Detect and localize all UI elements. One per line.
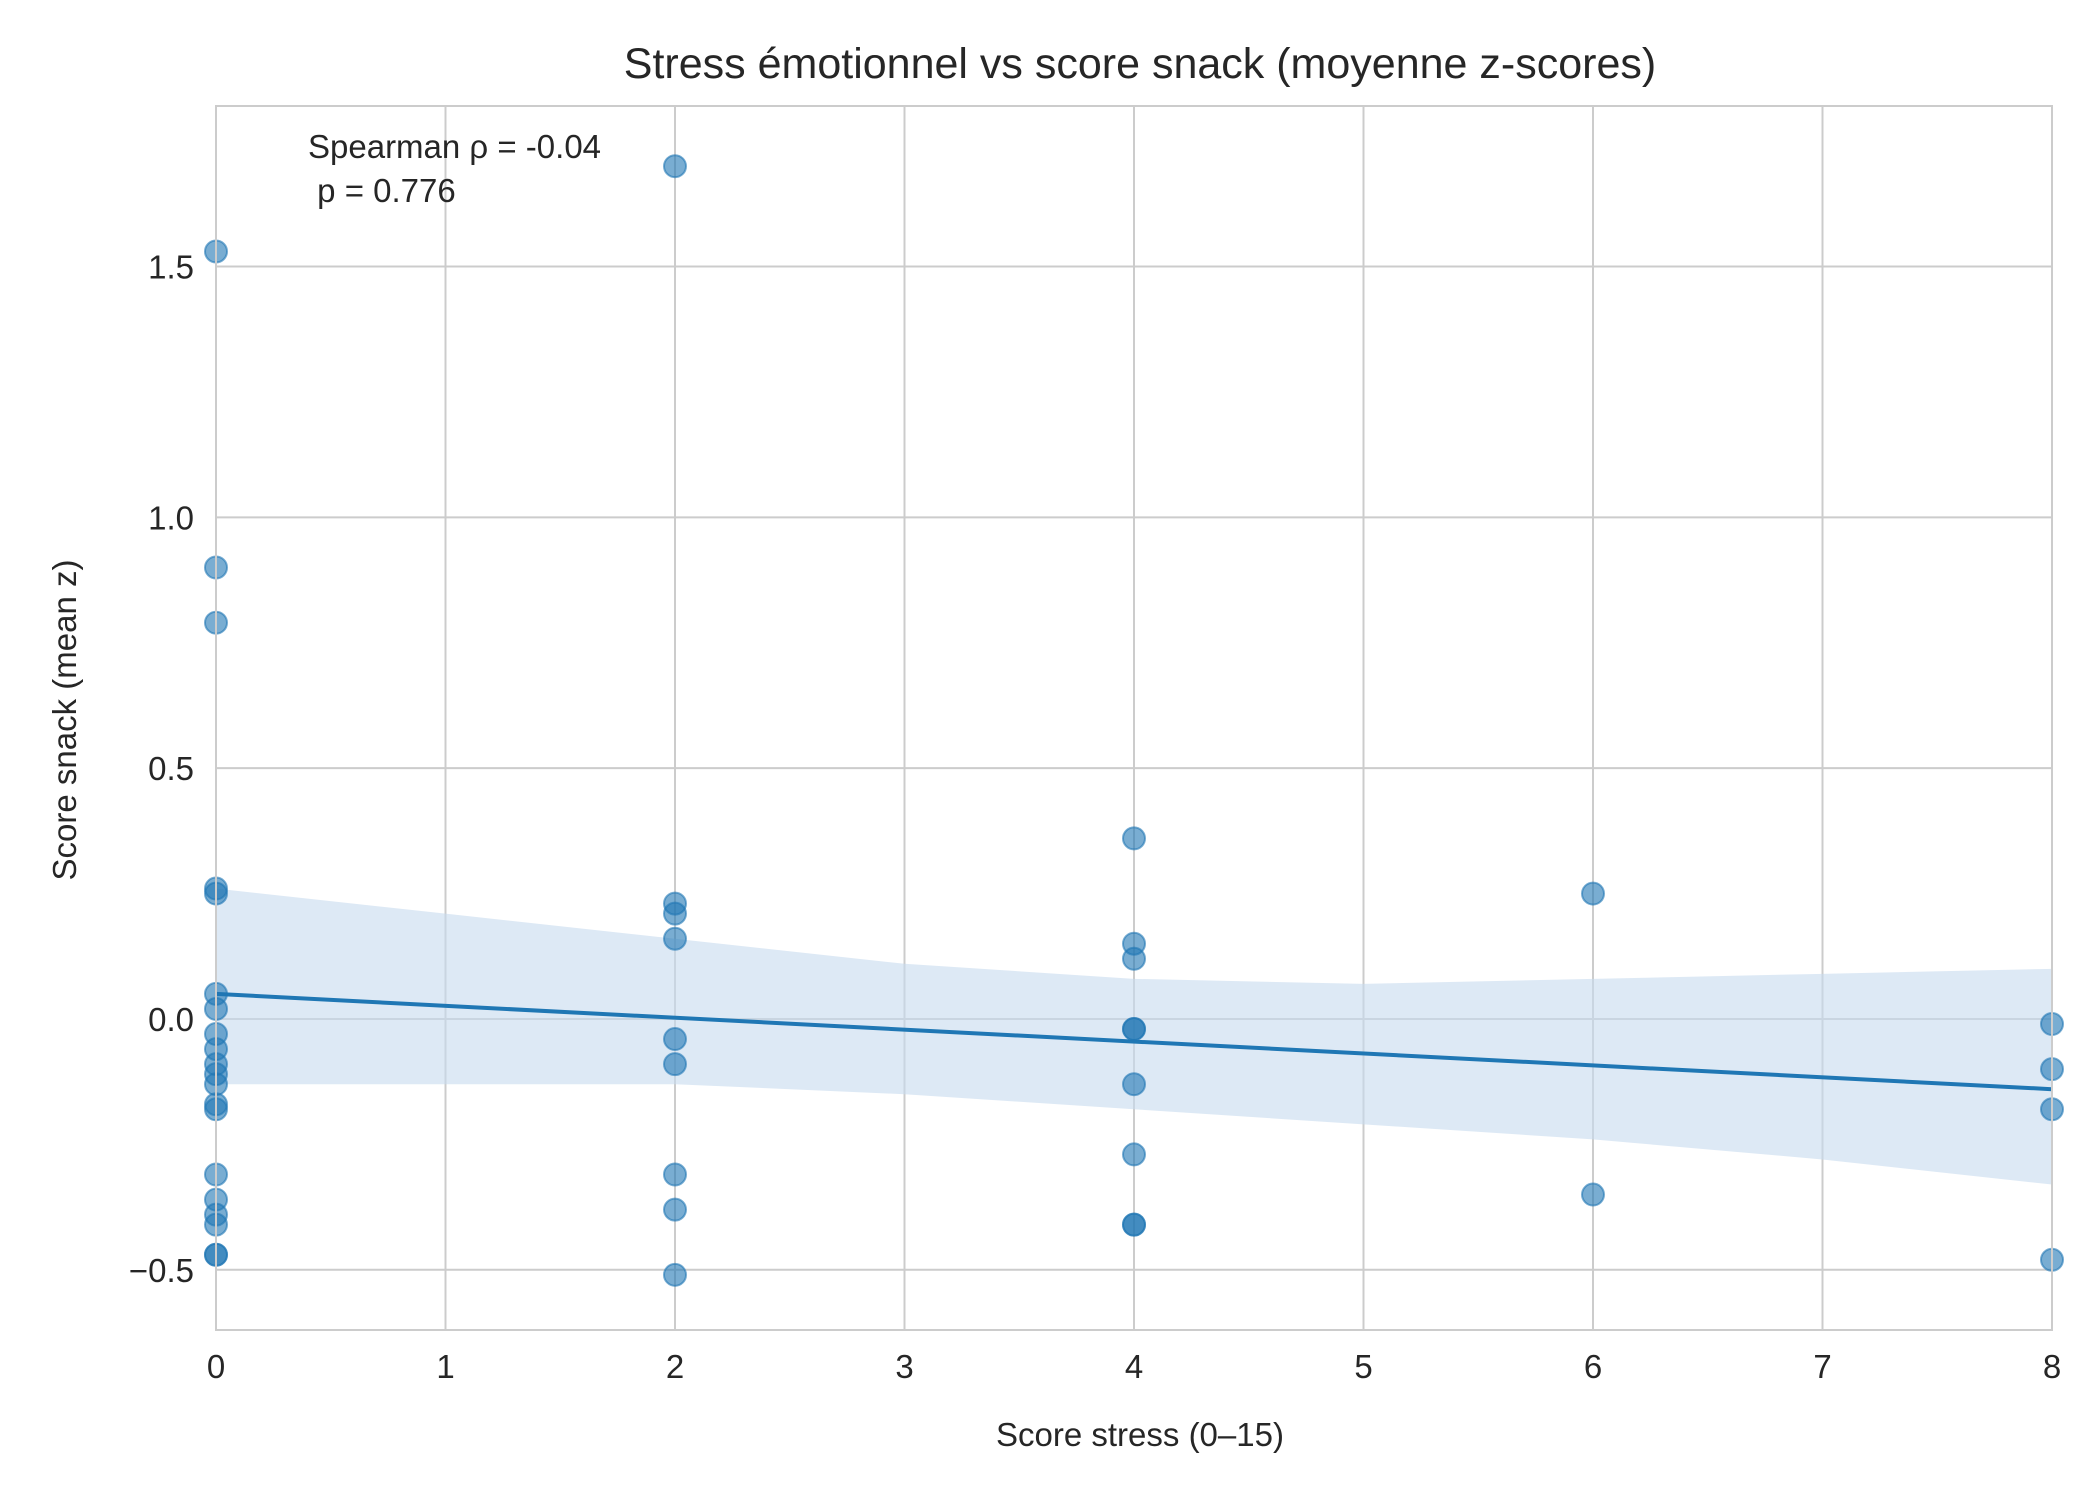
scatter-point [663,1052,687,1077]
x-tick-label: 4 [1125,1348,1143,1385]
scatter-point [1122,1142,1146,1167]
plot-area: 0 1 2 3 4 5 6 7 8 −0.5 0.0 0.5 1.0 1.5 Spearman ρ = -0… [129,105,2064,1385]
scatter-points [204,154,2064,1287]
scatter-point [663,154,687,179]
chart-title: Stress émotionnel vs score snack (moyenn… [624,40,1656,88]
correlation-annotation: Spearman ρ = -0.04 p = 0.776 [308,128,601,209]
y-tick-label: 1.0 [148,499,194,536]
x-tick-label: 6 [1584,1348,1602,1385]
scatter-point [663,1162,687,1187]
scatter-point [1581,1182,1605,1207]
x-tick-label: 8 [2043,1348,2061,1385]
x-tick-label: 1 [436,1348,454,1385]
x-tick-label: 2 [666,1348,684,1385]
x-tick-label: 5 [1354,1348,1372,1385]
x-tick-label: 3 [895,1348,913,1385]
scatter-point [1122,1072,1146,1097]
scatter-point [1122,826,1146,851]
regression-line [215,991,2053,1092]
scatter-point [663,926,687,951]
y-axis-label: Score snack (mean z) [46,560,83,881]
scatter-point [1122,1017,1146,1042]
scatter-point [663,1197,687,1222]
x-tick-label: 0 [207,1348,225,1385]
y-tick-label: 1.5 [148,249,194,286]
y-tick-label: 0.0 [148,1001,194,1038]
scatter-point [663,1027,687,1052]
annotation-line: p = 0.776 [308,172,456,209]
scatter-point [1122,946,1146,971]
scatter-point [1122,1212,1146,1237]
scatter-point [663,901,687,926]
annotation-line: Spearman ρ = -0.04 [308,128,601,165]
y-tick-label: 0.5 [148,750,194,787]
x-tick-label: 7 [1813,1348,1831,1385]
y-tick-label: −0.5 [129,1252,194,1289]
plot-frame [215,105,2053,1331]
scatter-point [1581,881,1605,906]
scatter-point [663,1262,687,1287]
x-axis-label: Score stress (0–15) [996,1416,1284,1453]
